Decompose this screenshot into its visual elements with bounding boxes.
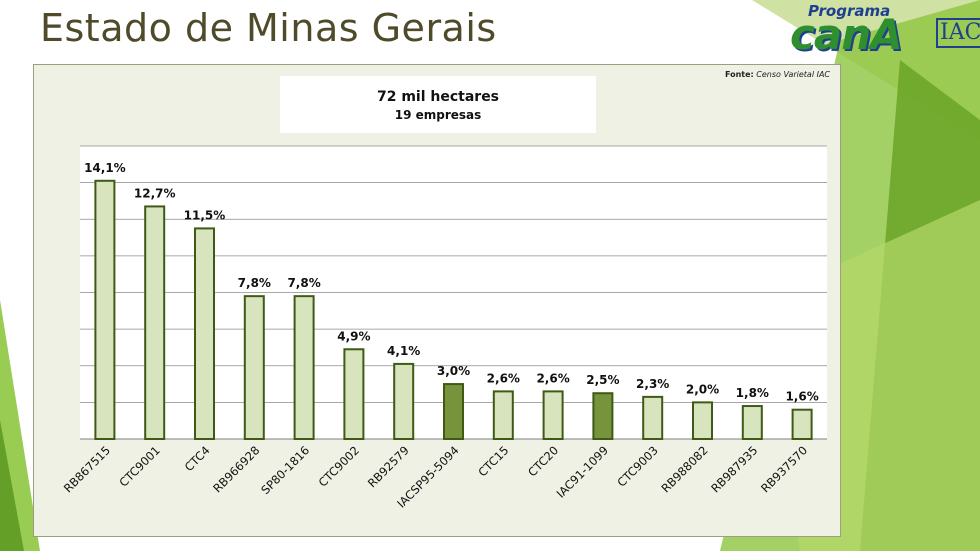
source-note: Fonte: Censo Varietal IAC <box>725 70 830 79</box>
bar <box>642 395 664 441</box>
bar <box>94 179 116 440</box>
x-tick-label: RB988082 <box>658 443 710 495</box>
data-label: 4,9% <box>337 329 370 343</box>
bar-chart: 14,1% RB867515 12,7% CTC9001 11,5% CTC4 7,8% RB… <box>61 145 827 511</box>
x-tick-label: CTC20 <box>525 443 561 479</box>
x-tick-label: IAC91-1099 <box>554 443 611 500</box>
bar <box>542 390 564 441</box>
slide-title: Estado de Minas Gerais <box>40 6 497 50</box>
x-tick-label: CTC9003 <box>614 443 660 489</box>
logo-cana-text: canA <box>790 10 903 59</box>
data-label: 2,3% <box>636 377 669 391</box>
data-label: 2,6% <box>536 371 569 385</box>
data-label: 2,6% <box>487 371 520 385</box>
data-label: 7,8% <box>238 276 271 290</box>
x-tick-label: CTC9001 <box>116 443 162 489</box>
data-label: 1,8% <box>736 386 769 400</box>
x-tick-label: RB966928 <box>210 443 262 495</box>
data-label: 1,6% <box>785 390 818 404</box>
data-label: 7,8% <box>287 276 320 290</box>
bar <box>393 362 415 441</box>
bar <box>443 383 464 440</box>
x-tick-label: RB937570 <box>758 443 810 495</box>
info-box: 72 mil hectares 19 empresas <box>280 76 596 133</box>
logo-iac-badge: IAC <box>936 18 980 48</box>
bar <box>692 401 713 440</box>
bar <box>592 392 614 440</box>
info-hectares: 72 mil hectares <box>376 89 500 105</box>
data-label: 4,1% <box>387 344 420 358</box>
bar <box>343 348 365 440</box>
bar <box>492 390 514 441</box>
x-tick-label: RB92579 <box>365 443 412 490</box>
data-label: 11,5% <box>184 208 226 222</box>
bar <box>791 408 813 441</box>
x-tick-label: CTC9002 <box>316 443 362 489</box>
x-tick-label: CTC15 <box>475 443 511 479</box>
data-label: 14,1% <box>84 161 126 175</box>
x-tick-label: SP80-1816 <box>258 443 312 497</box>
x-tick-label: CTC4 <box>182 443 213 474</box>
bar <box>243 295 265 440</box>
bar <box>194 227 215 440</box>
bar <box>741 405 763 441</box>
bar <box>293 295 315 440</box>
info-empresas: 19 empresas <box>394 108 482 122</box>
data-label: 2,5% <box>586 373 619 387</box>
data-label: 3,0% <box>437 364 470 378</box>
logo-programa-text: Programa <box>808 2 891 20</box>
chart-panel: Fonte: Censo Varietal IAC 72 mil hectare… <box>33 64 841 537</box>
x-tick-label: RB867515 <box>61 443 113 495</box>
programa-cana-logo: Programa canA IAC <box>782 2 980 59</box>
bar <box>144 205 166 440</box>
source-label: Fonte: <box>724 70 754 79</box>
data-label: 2,0% <box>686 382 719 396</box>
source-text: Censo Varietal IAC <box>756 70 830 79</box>
x-tick-label: RB987935 <box>708 443 760 495</box>
data-label: 12,7% <box>134 186 176 200</box>
